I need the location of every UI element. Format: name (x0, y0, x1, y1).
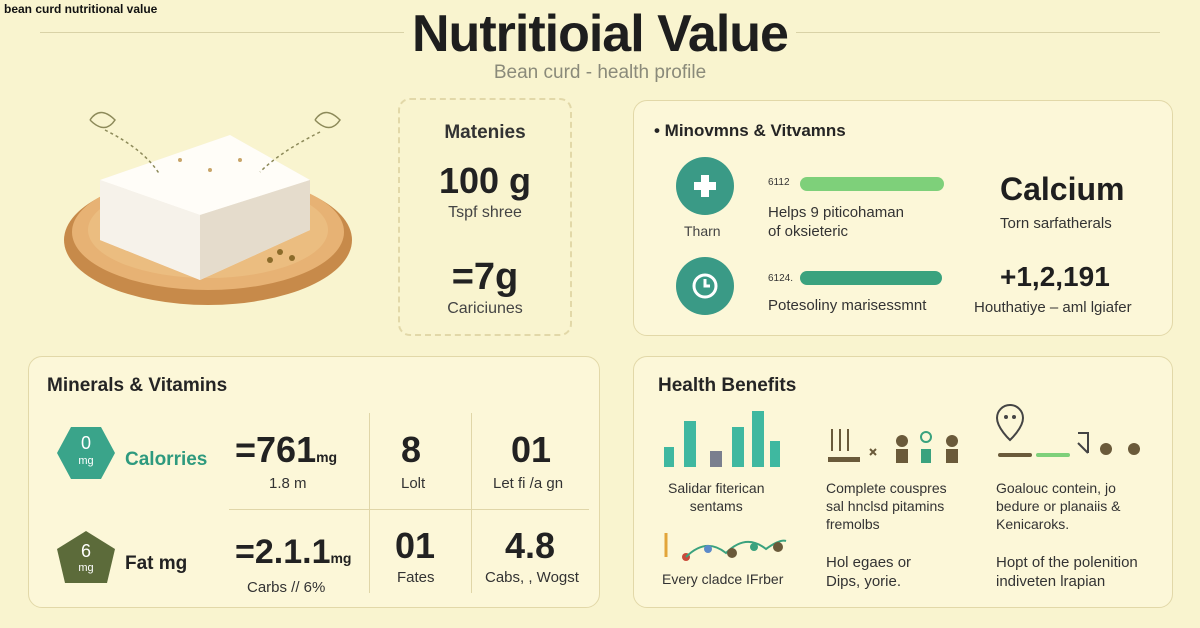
fat-label: Fat mg (125, 553, 188, 574)
benefit-2-line2: sal hnclsd pitamins (826, 498, 945, 514)
serving-second-label: Cariciunes (447, 300, 523, 317)
fat-value-number: =2.1.1 (235, 533, 331, 571)
row2-big-sub: Houthatiye – aml lgiafer (974, 299, 1132, 316)
row2-desc: Potesoliny marisessmnt (768, 297, 927, 314)
benefit-1: Salidar fiterican sentams (668, 479, 765, 515)
benefit-2: Complete couspres sal hnclsd pitamins fr… (826, 479, 947, 533)
fat-badge: 6 mg (55, 529, 117, 585)
row2-bar (800, 271, 942, 285)
tofu-illustration (60, 100, 360, 320)
serving-amount: 100 g (438, 160, 532, 201)
minerals-bottom-panel: Minerals & Vitamins 0 mg Calorries =761m… (28, 356, 600, 608)
row2-col2-value: 01 (395, 525, 436, 566)
row1-col3-label: Let fi /a gn (493, 475, 564, 492)
row2-col3-label: Cabs, , Wogst (485, 569, 579, 586)
benefit-2-line3: fremolbs (826, 516, 880, 532)
benefit-3-line3: Kenicaroks. (996, 516, 1070, 532)
benefit-5-line2: Dips, yorie. (826, 573, 902, 590)
calories-badge-unit: mg (78, 455, 94, 467)
serving-amount-label: Tspf shree (448, 204, 522, 221)
benefit-3-line1: Goalouc contein, jo (996, 480, 1116, 496)
benefit-3-line2: bedure or planaiis & (996, 498, 1121, 514)
row1-desc-line2: of oksieteric (768, 223, 849, 240)
row2-bar-value: 6124. (768, 273, 794, 284)
calories-value-sub: 1.8 m (269, 475, 307, 492)
serving-box: Matenies 100 g Tspf shree =7g Cariciunes (398, 98, 572, 336)
main-title-text: Nutritioial Value (404, 5, 796, 63)
row1-col2-label: Lolt (401, 475, 426, 492)
health-benefits-panel: Health Benefits Salidar fiterican sentam… (633, 356, 1173, 608)
benefit-1-line1: Salidar fiterican (668, 480, 765, 496)
health-benefits-title: Health Benefits (658, 375, 797, 396)
divider-h (229, 509, 589, 510)
row2-big-value: +1,2,191 (1000, 261, 1110, 292)
row1-col3-value: 01 (511, 429, 552, 470)
benefit-2-line1: Complete couspres (826, 480, 947, 496)
row2-col3-value: 4.8 (505, 525, 556, 566)
dot-chart-icon (662, 529, 792, 570)
benefit-4: Every cladce IFrber (662, 571, 784, 587)
calcium-label: Calcium (1000, 171, 1125, 207)
fat-badge-unit: mg (78, 562, 94, 574)
main-title: Nutritioial Value (0, 4, 1200, 64)
minerals-bottom-title: Minerals & Vitamins (47, 375, 228, 396)
location-pin-icon (994, 403, 1154, 468)
benefit-5-line1: Hol egaes or (826, 554, 912, 571)
clock-icon (676, 257, 734, 315)
benefit-6-line2: indiveten lrapian (996, 573, 1106, 590)
row1-col2-value: 8 (401, 429, 422, 470)
plus-icon-label: Tharn (684, 223, 721, 239)
subtitle: Bean curd - health profile (493, 62, 707, 83)
divider-v2 (471, 413, 472, 593)
benefit-6: Hopt of the polenition indiveten lrapian (996, 553, 1138, 591)
bar-chart-icon (662, 411, 782, 472)
divider-v1 (369, 413, 370, 593)
fat-value-unit: mg (330, 550, 352, 566)
benefit-5: Hol egaes or Dips, yorie. (826, 553, 911, 591)
row1-bar-value: 6112 (768, 177, 790, 188)
minerals-top-title: • Minovmns & Vitvamns (654, 121, 846, 140)
calories-badge-value: 0 (80, 433, 91, 453)
row1-desc-line1: Helps 9 piticohaman (768, 204, 904, 221)
fat-badge-value: 6 (80, 541, 91, 561)
row1-bar (800, 177, 944, 191)
calories-label: Calorries (125, 449, 208, 470)
serving-second-value: =7g (451, 256, 519, 298)
benefit-3: Goalouc contein, jo bedure or planaiis &… (996, 479, 1121, 533)
calories-value-unit: mg (316, 449, 338, 465)
calories-badge: 0 mg (55, 425, 117, 481)
benefit-1-line2: sentams (689, 498, 743, 514)
page-corner-title: bean curd nutritional value (4, 2, 158, 16)
fat-value-sub: Carbs // 6% (247, 579, 326, 596)
people-icon (826, 423, 966, 472)
calories-value-number: =761 (235, 429, 317, 470)
plus-icon (676, 157, 734, 215)
serving-heading: Matenies (444, 122, 526, 143)
benefit-6-line1: Hopt of the polenition (996, 554, 1138, 571)
fat-value: =2.1.1mg (235, 533, 351, 572)
calories-value: =761mg (235, 429, 337, 471)
calcium-sub: Torn sarfatherals (1000, 215, 1112, 232)
row1-desc: Helps 9 piticohaman of oksieteric (768, 203, 904, 241)
row2-col2-label: Fates (397, 569, 435, 586)
minerals-top-panel: • Minovmns & Vitvamns Tharn 6112 Helps 9… (633, 100, 1173, 336)
